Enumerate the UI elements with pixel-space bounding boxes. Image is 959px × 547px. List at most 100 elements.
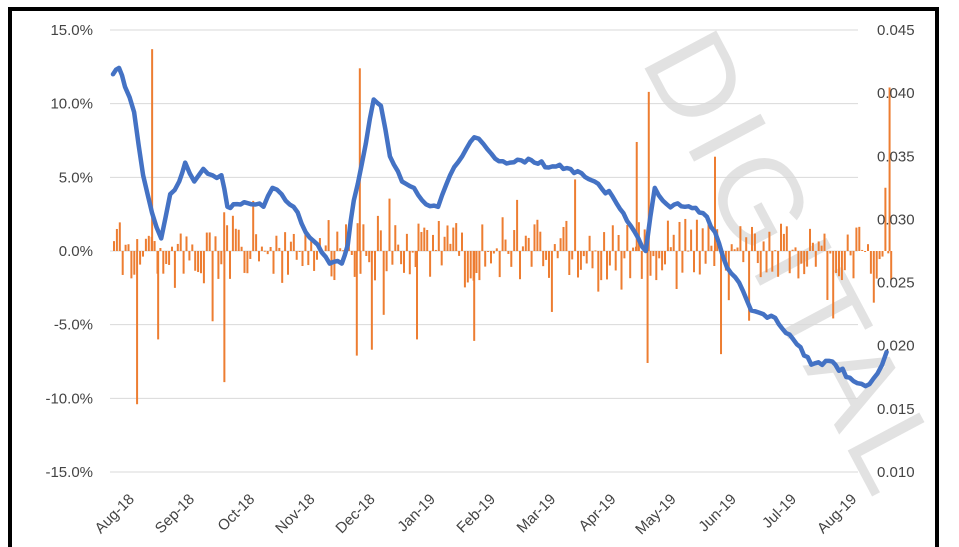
return-bar <box>681 251 683 273</box>
return-bar <box>661 251 663 270</box>
return-bar <box>197 251 199 272</box>
return-bar <box>754 234 756 251</box>
return-bar <box>490 251 492 263</box>
return-bar <box>293 234 295 251</box>
x-tick-label: Jul-19 <box>759 491 800 532</box>
return-bar <box>209 232 211 251</box>
return-bar <box>416 251 418 339</box>
return-bar <box>647 251 649 363</box>
return-bar <box>186 236 188 251</box>
return-bar <box>130 251 132 278</box>
return-bar <box>667 221 669 251</box>
return-bar <box>180 234 182 251</box>
return-bar <box>142 251 144 257</box>
return-bar <box>154 241 156 251</box>
return-bar <box>351 251 353 255</box>
return-bar <box>545 251 547 260</box>
return-bar <box>244 251 246 273</box>
return-bar <box>531 251 533 267</box>
return-bar <box>418 224 420 251</box>
return-bar <box>278 248 280 251</box>
return-bar <box>563 227 565 251</box>
return-bar <box>493 251 495 254</box>
return-bar <box>206 233 208 251</box>
return-bar <box>745 237 747 251</box>
return-bar <box>273 251 275 274</box>
return-bar <box>850 251 852 255</box>
return-bar <box>397 245 399 251</box>
return-bar <box>652 251 654 256</box>
return-bar <box>676 251 678 289</box>
return-bar <box>467 251 469 282</box>
return-bar <box>484 251 486 267</box>
return-bar <box>516 200 518 251</box>
return-bar <box>505 240 507 251</box>
return-bar <box>400 251 402 264</box>
return-bar <box>841 251 843 280</box>
return-bar <box>838 251 840 276</box>
left-tick-label: 15.0% <box>50 22 93 39</box>
return-bar <box>548 251 550 278</box>
return-bar <box>470 251 472 278</box>
return-bar <box>432 235 434 251</box>
return-bar <box>113 241 115 251</box>
return-bar <box>731 244 733 251</box>
return-bar <box>357 223 359 251</box>
return-bar <box>412 251 414 253</box>
return-bar <box>797 251 799 278</box>
return-bar <box>136 239 138 251</box>
return-bar <box>757 251 759 263</box>
left-axis: 15.0%10.0%5.0%0.0%-5.0%-10.0%-15.0% <box>45 22 93 481</box>
return-bar <box>786 226 788 251</box>
return-bar <box>136 251 138 404</box>
x-tick-label: Apr-19 <box>576 491 620 535</box>
return-bar <box>766 251 768 272</box>
return-bar <box>302 251 304 266</box>
return-bar <box>702 228 704 251</box>
return-bar <box>203 251 205 283</box>
return-bar <box>409 251 411 274</box>
return-bar <box>528 238 530 251</box>
return-bar <box>568 251 570 275</box>
return-bar <box>728 251 730 300</box>
return-bar <box>171 247 173 251</box>
return-bar <box>832 251 834 318</box>
return-bar <box>760 251 762 277</box>
return-bar <box>536 220 538 251</box>
right-tick-label: 0.035 <box>877 148 915 165</box>
return-bar <box>534 224 536 251</box>
return-bar <box>882 251 884 257</box>
return-bar <box>354 251 356 277</box>
return-bar <box>641 251 643 279</box>
x-tick-label: Oct-18 <box>214 491 258 535</box>
return-bar <box>122 251 124 275</box>
return-bar <box>780 224 782 251</box>
return-bar <box>481 224 483 251</box>
return-bar <box>690 230 692 251</box>
return-bar <box>336 232 338 251</box>
right-tick-label: 0.030 <box>877 211 915 228</box>
return-bar <box>847 235 849 251</box>
right-tick-label: 0.010 <box>877 464 915 481</box>
return-bar <box>223 212 225 251</box>
return-bar <box>386 251 388 271</box>
return-bar <box>241 247 243 251</box>
return-bar <box>368 251 370 262</box>
return-bar <box>220 251 222 264</box>
return-bar <box>296 251 298 260</box>
return-bar <box>255 234 257 251</box>
return-bar <box>429 251 431 277</box>
return-bar <box>449 244 451 251</box>
return-bar <box>679 222 681 251</box>
return-bar <box>362 224 364 251</box>
return-bar <box>383 251 385 315</box>
return-bar <box>232 216 234 251</box>
return-bar <box>867 244 869 251</box>
return-bar <box>476 251 478 273</box>
return-bar <box>403 251 405 273</box>
x-tick-label: Jan-19 <box>394 491 438 535</box>
return-bar <box>603 232 605 251</box>
return-bar <box>499 251 501 277</box>
return-bar <box>655 251 657 280</box>
